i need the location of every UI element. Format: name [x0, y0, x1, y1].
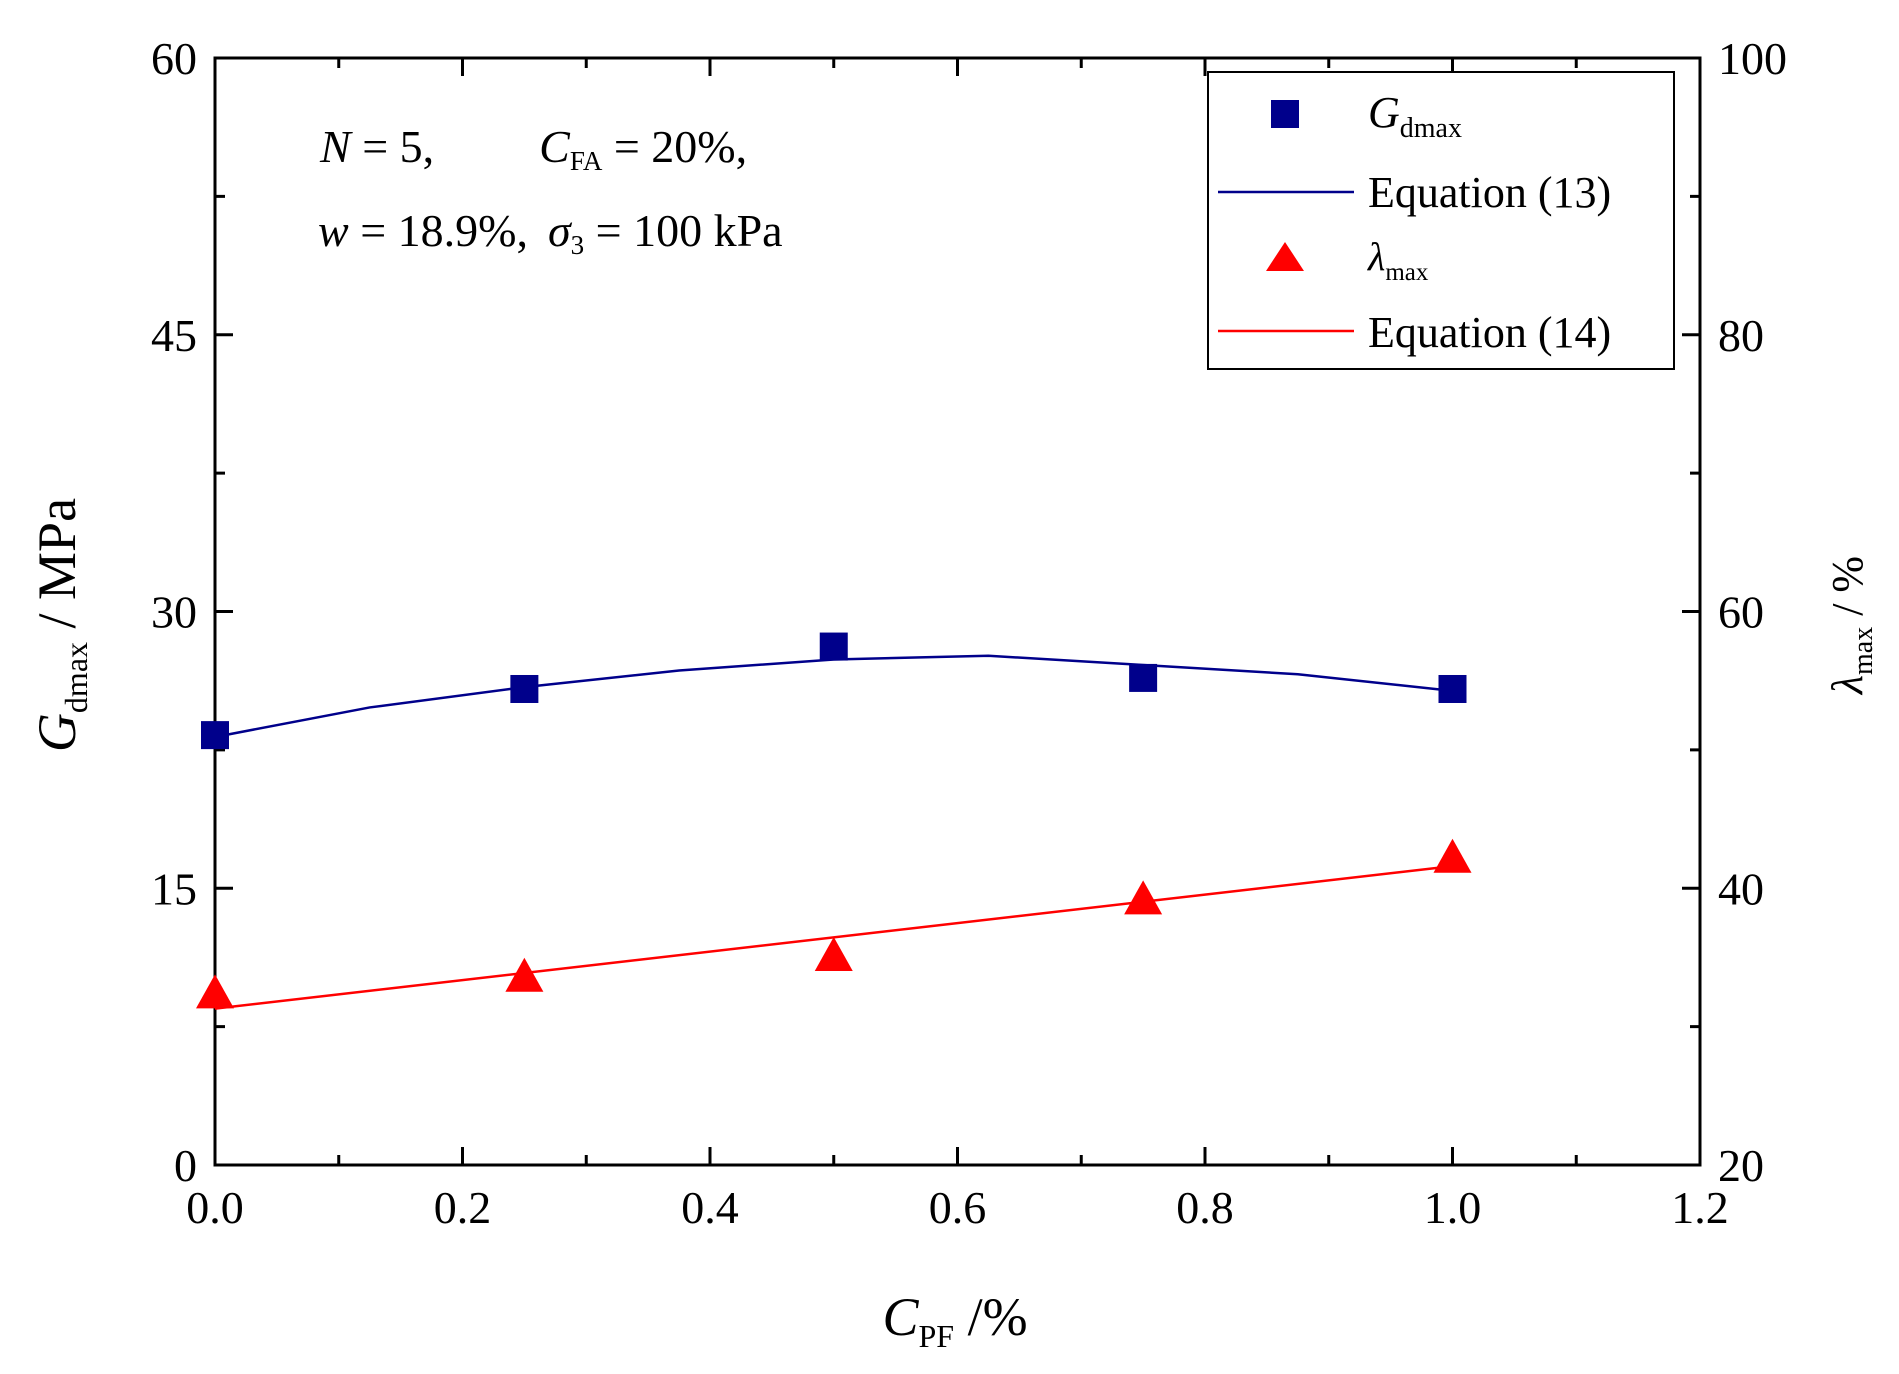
- data-layer: [196, 632, 1472, 1010]
- y-right-tick-label: 40: [1718, 863, 1764, 914]
- y-left-tick-label: 60: [151, 33, 197, 84]
- y-right-tick-label: 60: [1718, 587, 1764, 638]
- annotation-sigma-var: σ: [548, 205, 573, 256]
- axes-layer: 0.0 0.2 0.4 0.6 0.8 1.0 1.2 0 15 30 45 60 20 40 60 80 10…: [151, 33, 1787, 1233]
- annotation-sigma-sub: 3: [571, 230, 585, 260]
- data-point-square: [819, 632, 848, 661]
- legend: Gdmax Equation (13) λmax Equation (14): [1207, 71, 1675, 370]
- legend-label-equation-14: Equation (14): [1368, 308, 1611, 357]
- y-left-tick-label: 45: [151, 310, 197, 361]
- x-tick-label: 0.4: [681, 1182, 739, 1233]
- data-point-triangle: [505, 957, 544, 992]
- data-point-triangle: [1433, 838, 1472, 873]
- x-tick-label: 0.2: [434, 1182, 492, 1233]
- annotation-n-value: = 5,: [351, 121, 434, 172]
- y-right-tick-label: 100: [1718, 33, 1787, 84]
- y-left-tick-label: 0: [174, 1140, 197, 1191]
- x-tick-label: 1.0: [1424, 1182, 1482, 1233]
- annotation-w-value: = 18.9%,: [349, 205, 528, 256]
- legend-label-gdmax: Gdmax: [1368, 88, 1462, 144]
- y-left-tick-label: 30: [151, 587, 197, 638]
- data-point-square: [1129, 663, 1158, 692]
- x-tick-label: 1.2: [1671, 1182, 1729, 1233]
- y-right-tick-label: 20: [1718, 1140, 1764, 1191]
- legend-label-lambda: λmax: [1367, 234, 1429, 286]
- annotation-c-value: = 20%,: [602, 121, 747, 172]
- annotation-w-var: w: [318, 205, 349, 256]
- data-point-triangle: [1124, 880, 1163, 915]
- data-point-triangle: [814, 937, 853, 972]
- annotation-c-sub: FA: [570, 146, 603, 176]
- data-point-triangle: [196, 974, 234, 1009]
- legend-marker-lambda: [1266, 242, 1304, 271]
- annotation-n-var: N: [319, 121, 353, 172]
- x-tick-label: 0.8: [1176, 1182, 1234, 1233]
- annotation-line-2: w = 18.9%, σ3 = 100 kPa: [318, 205, 783, 260]
- annotation-sigma-value: = 100 kPa: [584, 205, 782, 256]
- y-left-axis-title: Gdmax / MPa: [27, 498, 94, 752]
- x-tick-label: 0.6: [929, 1182, 987, 1233]
- x-axis-title: CPF /%: [882, 1287, 1027, 1354]
- y-right-axis-title: λmax / %: [1823, 556, 1879, 696]
- y-right-tick-label: 80: [1718, 310, 1764, 361]
- annotation-c-var: C: [539, 121, 571, 172]
- legend-marker-gdmax: [1271, 100, 1299, 128]
- annotation-line-1: N = 5, CFA = 20%,: [319, 121, 747, 176]
- series-line-3: [214, 864, 1453, 1010]
- y-left-tick-label: 15: [151, 863, 197, 914]
- series-line-1: [214, 654, 1453, 739]
- x-tick-label: 0.0: [186, 1182, 244, 1233]
- legend-label-equation-13: Equation (13): [1368, 168, 1611, 217]
